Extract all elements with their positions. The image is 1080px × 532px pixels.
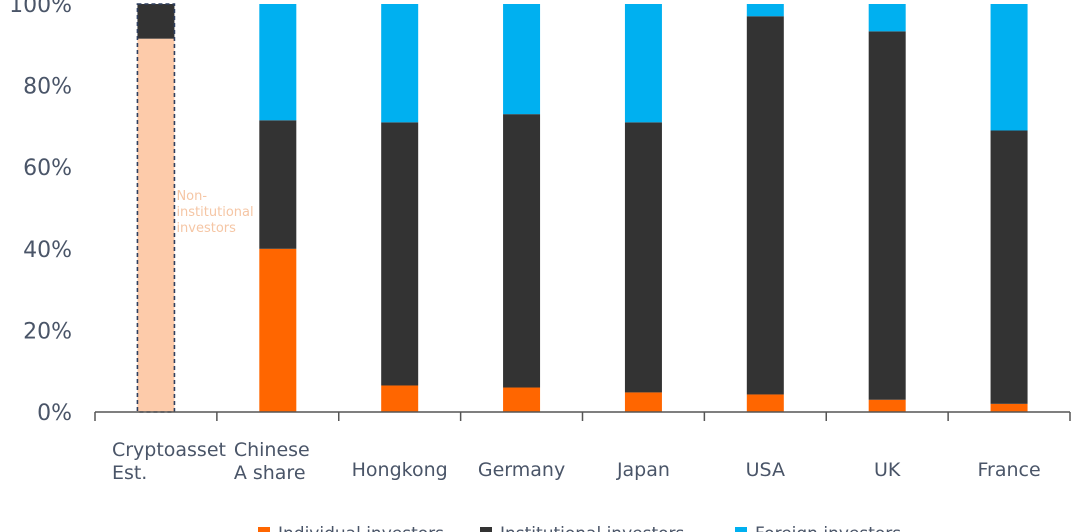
bar-segment-1 (259, 120, 297, 249)
bars (136, 3, 1028, 413)
annotation-text: Non- (176, 189, 207, 204)
x-axis-ticks (94, 412, 1071, 421)
bar-segment-0 (624, 392, 662, 412)
bar-segment-0 (503, 387, 541, 412)
bar-segment-2 (746, 4, 784, 17)
y-tick-label: 20% (23, 319, 72, 344)
legend-label: Foreign investors (755, 524, 901, 532)
category-label: Japan (616, 459, 670, 481)
category-label-line: UK (874, 459, 901, 481)
category-label-line: USA (746, 459, 785, 481)
bar-segment-0 (381, 385, 419, 412)
category-label: Cryptoasset Est. (112, 439, 226, 484)
category-label: USA (746, 459, 785, 481)
bar-segment-1 (624, 122, 662, 393)
bar-segment-1 (381, 122, 419, 386)
bar-segment-0 (868, 399, 906, 412)
bar-segment-2 (990, 4, 1028, 131)
bar-segment-2 (868, 4, 906, 32)
bar-segment-1 (990, 130, 1028, 404)
bar-segment-1 (868, 31, 906, 400)
category-label-line: Germany (478, 459, 565, 481)
bar-segment-1 (746, 16, 784, 395)
bar-segment-2 (503, 4, 541, 115)
category-label-line: Japan (616, 459, 670, 481)
bar-segment-2 (381, 4, 419, 123)
category-label-line: Chinese (234, 439, 310, 461)
y-tick-label: 40% (23, 238, 72, 263)
category-label: Chinese A share (234, 439, 310, 484)
category-label: France (977, 459, 1040, 481)
category-label-line: Cryptoasset (112, 439, 226, 461)
legend-swatch (480, 527, 492, 532)
category-label: UK (874, 459, 901, 481)
bar-segment-0 (990, 403, 1028, 412)
bar-segment-1 (137, 4, 175, 39)
legend-label: Individual investors (278, 524, 444, 532)
bar-segment-2 (624, 4, 662, 123)
category-label-line: A share (234, 462, 306, 484)
y-tick-label: 100% (9, 0, 72, 18)
annotation-text: investors (176, 221, 236, 236)
bar-segment-0 (259, 248, 297, 412)
y-axis-ticks: 0% 20% 40% 60% 80% 100% (9, 0, 72, 426)
y-tick-label: 80% (23, 75, 72, 100)
bar-segment-2 (259, 4, 297, 121)
category-labels: Cryptoasset Est.Chinese A share Hongkong Ger… (112, 439, 1041, 484)
bar-segment-estimate (137, 38, 175, 413)
annotation-text: institutional (176, 205, 253, 220)
y-tick-label: 60% (23, 156, 72, 181)
y-tick-label: 0% (37, 401, 72, 426)
category-label-line: France (977, 459, 1040, 481)
legend-label: Institutional investors (500, 524, 685, 532)
legend: Individual investors Institutional invest… (258, 524, 901, 532)
category-label: Germany (478, 459, 565, 481)
legend-swatch (735, 527, 747, 532)
category-label: Hongkong (352, 459, 448, 481)
bar-segment-0 (746, 394, 784, 412)
legend-swatch (258, 527, 270, 532)
bar-segment-1 (503, 114, 541, 388)
category-label-line: Est. (112, 462, 147, 484)
category-label-line: Hongkong (352, 459, 448, 481)
